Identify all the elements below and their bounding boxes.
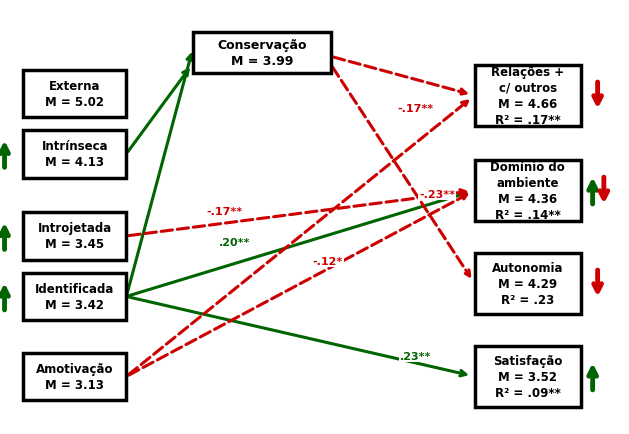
Text: Conservação
M = 3.99: Conservação M = 3.99 — [218, 39, 307, 68]
FancyBboxPatch shape — [194, 33, 331, 74]
Text: Domínio do
ambiente
M = 4.36
R² = .14**: Domínio do ambiente M = 4.36 R² = .14** — [490, 161, 565, 221]
FancyBboxPatch shape — [23, 273, 126, 320]
FancyBboxPatch shape — [474, 253, 581, 314]
Text: Externa
M = 5.02: Externa M = 5.02 — [45, 79, 104, 108]
FancyBboxPatch shape — [23, 353, 126, 400]
Text: Identificada
M = 3.42: Identificada M = 3.42 — [35, 282, 114, 311]
Text: Amotivação
M = 3.13: Amotivação M = 3.13 — [36, 362, 114, 391]
Text: Intrínseca
M = 4.13: Intrínseca M = 4.13 — [42, 140, 108, 169]
FancyBboxPatch shape — [23, 70, 126, 118]
FancyBboxPatch shape — [474, 346, 581, 407]
FancyBboxPatch shape — [474, 66, 581, 126]
FancyBboxPatch shape — [23, 213, 126, 260]
Text: -.23**: -.23** — [419, 190, 455, 200]
Text: Relações +
c/ outros
M = 4.66
R² = .17**: Relações + c/ outros M = 4.66 R² = .17** — [491, 66, 564, 127]
FancyBboxPatch shape — [23, 131, 126, 178]
Text: -.17**: -.17** — [397, 103, 433, 113]
Text: Satisfação
M = 3.52
R² = .09**: Satisfação M = 3.52 R² = .09** — [493, 354, 562, 399]
Text: .23**: .23** — [399, 352, 431, 361]
Text: .20**: .20** — [218, 237, 250, 247]
FancyBboxPatch shape — [474, 161, 581, 221]
Text: -.12*: -.12* — [313, 256, 343, 266]
Text: Autonomia
M = 4.29
R² = .23: Autonomia M = 4.29 R² = .23 — [492, 261, 564, 306]
Text: Introjetada
M = 3.45: Introjetada M = 3.45 — [38, 222, 112, 251]
Text: -.17**: -.17** — [207, 207, 243, 217]
